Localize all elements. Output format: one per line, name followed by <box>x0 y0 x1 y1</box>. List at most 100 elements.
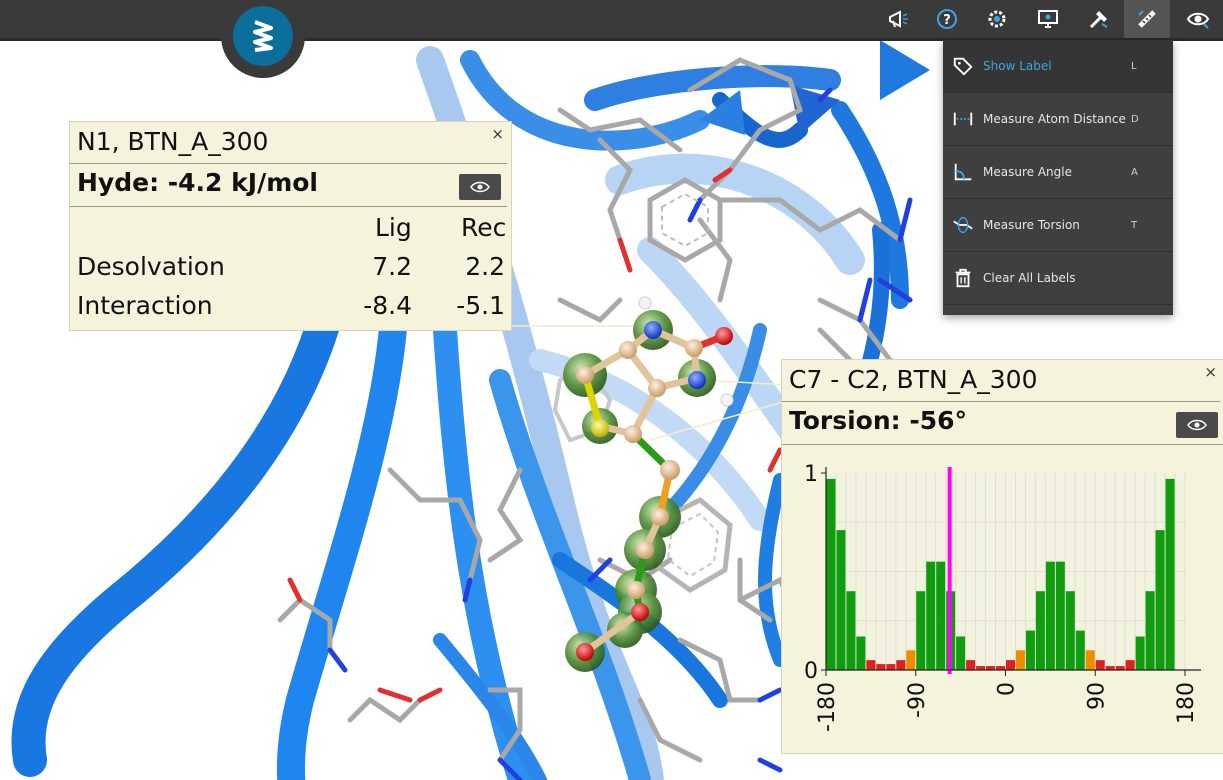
eye-toggle-button[interactable] <box>459 174 501 200</box>
svg-text:?: ? <box>943 13 951 28</box>
tools-icon[interactable] <box>1076 0 1122 38</box>
table-row: Desolvation 7.2 2.2 <box>70 246 511 285</box>
close-icon[interactable]: × <box>491 125 504 143</box>
histogram-bar <box>1025 630 1035 670</box>
heteroatom-sticks <box>287 87 913 780</box>
x-tick-label: 180 <box>1174 682 1199 724</box>
histogram-bar <box>1045 561 1055 670</box>
menu-item-label: Clear All Labels <box>983 271 1076 285</box>
histogram-bar <box>866 660 876 670</box>
panel-title: N1, BTN_A_300 <box>70 122 507 164</box>
settings-icon[interactable] <box>974 0 1020 38</box>
torsion-icon <box>943 214 983 236</box>
column-header-lig: Lig <box>375 213 412 242</box>
histogram-bar <box>836 530 846 670</box>
histogram-bar <box>886 664 896 670</box>
panel-title: C7 - C2, BTN_A_300 <box>782 360 1220 402</box>
histogram-bar <box>1015 650 1025 670</box>
menu-item-measure-angle[interactable]: Measure Angle A <box>943 146 1173 199</box>
column-header-rec: Rec <box>461 213 507 242</box>
eye-icon <box>470 181 490 193</box>
histogram-bar <box>876 664 886 670</box>
eye-icon <box>1187 419 1207 431</box>
histogram-bar <box>916 591 926 670</box>
histogram-bar <box>1006 660 1015 670</box>
visibility-icon[interactable] <box>1175 0 1221 38</box>
row-label: Interaction <box>77 291 213 320</box>
distance-icon <box>943 108 983 130</box>
histogram-bar <box>926 561 936 670</box>
menu-item-clear-labels[interactable]: Clear All Labels <box>943 252 1173 305</box>
y-tick-label: 1 <box>804 462 818 487</box>
histogram-bar <box>906 650 916 670</box>
histogram-bar <box>1135 636 1145 670</box>
shortcut-key: D <box>1131 113 1139 125</box>
menu-item-label: Show Label <box>983 59 1052 73</box>
histogram-bar <box>1105 666 1115 670</box>
x-tick-label: 90 <box>1084 682 1109 710</box>
hyde-score: Hyde: -4.2 kJ/mol <box>77 168 318 197</box>
torsion-value: Torsion: -56° <box>789 406 968 435</box>
lig-value: 7.2 <box>372 252 412 281</box>
app-logo[interactable] <box>221 0 305 78</box>
histogram-bar <box>1115 666 1125 670</box>
measure-menu: Show Label L Measure Atom Distance D Mea… <box>943 40 1173 315</box>
histogram-bar <box>1035 591 1045 670</box>
top-toolbar: ? <box>0 0 1223 41</box>
molecular-viewport[interactable] <box>0 41 1223 780</box>
histogram-bar <box>1085 650 1095 670</box>
panel-subtitle: Torsion: -56° <box>782 402 1223 445</box>
histogram-bar <box>986 666 996 670</box>
monitor-icon[interactable] <box>1025 0 1071 38</box>
histogram-bar <box>826 478 836 670</box>
table-row: Interaction -8.4 -5.1 <box>70 285 511 324</box>
histogram-bar <box>1165 478 1175 670</box>
x-tick-label: 0 <box>995 682 1020 696</box>
ligand-atoms <box>576 296 734 661</box>
histogram-bar <box>1155 530 1165 670</box>
menu-item-measure-torsion[interactable]: Measure Torsion T <box>943 199 1173 252</box>
shortcut-key: A <box>1131 166 1138 178</box>
histogram-bar <box>1095 660 1105 670</box>
menu-item-label: Measure Angle <box>983 165 1072 179</box>
measure-icon[interactable] <box>1124 0 1170 38</box>
histogram-bar <box>1125 660 1135 670</box>
megaphone-icon[interactable] <box>876 0 922 38</box>
lig-value: -8.4 <box>363 291 412 320</box>
histogram-bar <box>846 591 856 670</box>
histogram-bar <box>956 636 966 670</box>
protein-ribbons <box>11 50 909 780</box>
y-tick-label: 0 <box>804 659 818 684</box>
trash-icon <box>943 267 983 289</box>
histogram-bar <box>996 666 1005 670</box>
eye-toggle-button[interactable] <box>1176 412 1218 438</box>
histogram-bar <box>966 660 976 670</box>
close-icon[interactable]: × <box>1204 363 1217 381</box>
histogram-bar <box>1075 630 1085 670</box>
histogram-bar <box>1055 561 1065 670</box>
histogram-bar <box>1065 591 1075 670</box>
shortcut-key: L <box>1131 60 1137 72</box>
torsion-histogram: 0 1 -180 -90 0 90 180 <box>804 462 1201 732</box>
histogram-bar <box>896 660 906 670</box>
histogram-bar <box>936 561 946 670</box>
angle-icon <box>943 161 983 183</box>
help-icon[interactable]: ? <box>924 0 970 38</box>
x-tick-label: -90 <box>905 682 930 718</box>
menu-item-measure-distance[interactable]: Measure Atom Distance D <box>943 93 1173 146</box>
row-label: Desolvation <box>77 252 225 281</box>
torsion-info-panel: × C7 - C2, BTN_A_300 Torsion: -56° 0 1 -18… <box>781 359 1223 754</box>
rec-value: -5.1 <box>456 291 505 320</box>
hyde-info-panel: × N1, BTN_A_300 Hyde: -4.2 kJ/mol Lig Re… <box>69 121 512 331</box>
histogram-bar <box>1145 591 1155 670</box>
shortcut-key: T <box>1131 219 1138 231</box>
x-tick-label: -180 <box>815 682 840 732</box>
column-header-row: Lig Rec <box>70 207 511 246</box>
rec-value: 2.2 <box>465 252 505 281</box>
menu-item-label: Measure Torsion <box>983 218 1080 232</box>
tag-icon <box>943 55 983 77</box>
helix-logo-icon <box>233 6 293 66</box>
menu-item-show-label[interactable]: Show Label L <box>943 40 1173 93</box>
histogram-bar <box>976 666 986 670</box>
panel-subtitle: Hyde: -4.2 kJ/mol <box>70 164 507 207</box>
